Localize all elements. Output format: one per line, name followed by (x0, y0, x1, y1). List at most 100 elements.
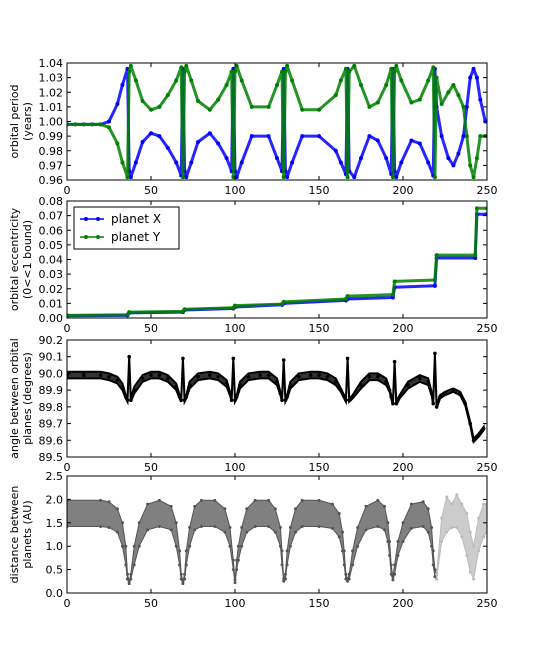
x-tick-label: 50 (144, 322, 158, 335)
data-point (432, 283, 437, 288)
data-point (120, 521, 124, 525)
data-point (133, 160, 138, 165)
data-point (132, 544, 136, 548)
data-point (229, 398, 234, 402)
y-tick-label: 0.00 (39, 312, 64, 325)
data-point (344, 572, 348, 576)
y-axis-label: distance between (8, 486, 21, 584)
data-point (446, 90, 451, 95)
data-point (468, 530, 472, 534)
legend: planet X planet Y (73, 206, 180, 250)
x-tick-label: 50 (144, 184, 158, 197)
y-tick-label: 1.03 (39, 72, 64, 85)
data-point (418, 376, 422, 381)
y-tick-label: 0.97 (39, 159, 64, 172)
data-point (120, 544, 124, 548)
data-point (338, 160, 343, 165)
data-point (389, 395, 394, 399)
data-point (249, 134, 254, 139)
data-point (421, 525, 425, 529)
data-point (476, 433, 481, 438)
data-point (129, 572, 133, 576)
data-point (285, 175, 290, 180)
y-tick-label: 1.5 (46, 517, 64, 530)
legend-label: planet X (111, 212, 161, 226)
data-point (456, 151, 461, 156)
data-point (344, 398, 348, 402)
x-tick-label: 0 (64, 322, 71, 335)
y-tick-label: 2.0 (46, 493, 64, 506)
data-point (127, 354, 131, 359)
data-point (207, 131, 212, 136)
data-point (337, 511, 341, 515)
y-axis-label: planes (degrees) (21, 352, 34, 445)
data-point (482, 502, 486, 506)
data-point (115, 141, 120, 146)
data-point (125, 398, 130, 402)
data-point (179, 65, 184, 70)
data-point (157, 373, 162, 377)
data-point (280, 549, 284, 553)
data-point (231, 175, 236, 180)
data-point (179, 572, 183, 576)
data-point (359, 383, 363, 387)
y-tick-label: 0.99 (39, 130, 64, 143)
data-point (149, 107, 153, 112)
data-point (432, 175, 437, 180)
data-point (342, 395, 347, 399)
data-point (275, 379, 279, 384)
data-point (464, 104, 469, 109)
data-point (216, 374, 220, 379)
data-point (281, 175, 286, 180)
data-point (73, 122, 78, 127)
data-point (317, 525, 321, 529)
data-point (239, 78, 244, 83)
data-point (120, 160, 125, 165)
data-point (300, 498, 304, 502)
data-point (343, 296, 348, 301)
data-point (426, 507, 430, 511)
data-point (375, 100, 380, 105)
data-point (234, 395, 239, 399)
data-point (440, 516, 444, 520)
data-point (245, 507, 249, 511)
data-point (389, 66, 394, 71)
data-point (99, 525, 103, 529)
data-point (228, 525, 232, 529)
data-point (367, 104, 372, 109)
y-tick-label: 89.9 (39, 384, 64, 397)
data-point (169, 528, 173, 532)
data-point (386, 521, 390, 525)
data-point (317, 134, 321, 139)
data-point (431, 549, 435, 553)
data-point (285, 63, 290, 68)
data-point (439, 134, 444, 139)
data-point (430, 525, 434, 529)
x-tick-label: 250 (477, 461, 498, 474)
data-point (471, 66, 476, 71)
y-tick-label: 0.06 (39, 224, 64, 237)
legend-marker (96, 217, 100, 221)
data-point (182, 307, 187, 312)
data-point (435, 577, 439, 581)
data-point (288, 525, 292, 529)
data-point (231, 558, 235, 562)
data-point (397, 395, 402, 399)
data-point (390, 295, 395, 300)
data-point (317, 498, 321, 502)
data-point (107, 125, 111, 130)
x-tick-label: 200 (393, 597, 414, 610)
data-point (389, 572, 393, 576)
data-point (376, 525, 380, 529)
data-point (426, 379, 431, 384)
data-point (426, 160, 431, 165)
data-point (383, 504, 387, 508)
data-point (290, 160, 295, 165)
y-tick-label: 0.03 (39, 268, 64, 281)
data-point (440, 540, 444, 544)
data-point (391, 578, 395, 582)
data-point (455, 493, 459, 497)
data-point (280, 563, 284, 567)
data-point (345, 294, 350, 299)
data-point (177, 395, 182, 399)
